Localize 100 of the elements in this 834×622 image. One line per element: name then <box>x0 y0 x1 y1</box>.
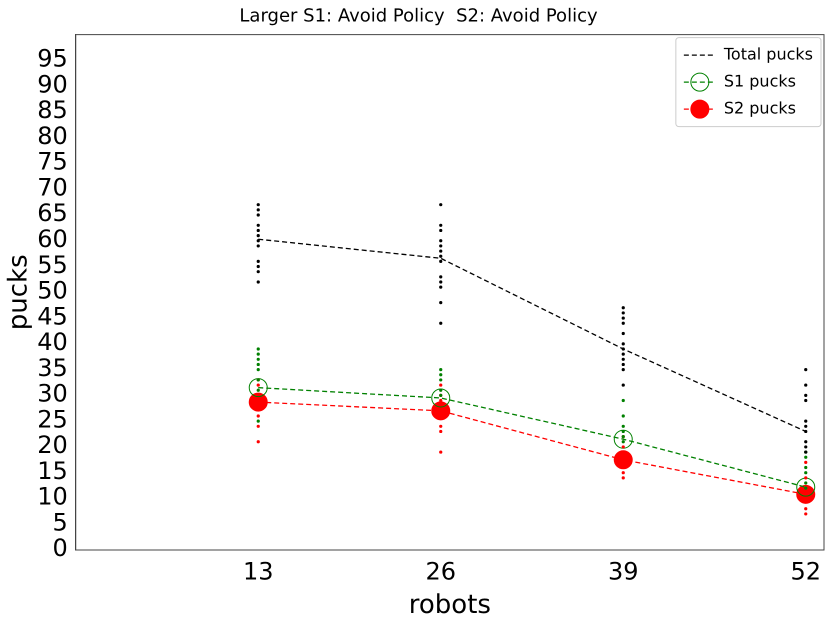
point <box>804 486 808 490</box>
point <box>614 450 633 470</box>
point <box>439 239 442 242</box>
point <box>804 430 808 434</box>
point <box>622 342 625 346</box>
point <box>622 306 625 310</box>
point <box>256 234 260 238</box>
y-tick-label: 55 <box>37 250 68 279</box>
y-tick-label: 90 <box>37 70 68 98</box>
point <box>439 275 442 278</box>
point <box>622 424 625 428</box>
point <box>439 286 442 289</box>
point <box>804 471 808 474</box>
point <box>256 362 260 366</box>
point <box>256 280 260 284</box>
point <box>256 213 260 217</box>
point <box>804 460 808 464</box>
point <box>256 270 260 274</box>
point <box>622 414 625 418</box>
legend-label: S1 pucks <box>724 71 796 90</box>
y-tick-label: 0 <box>52 534 68 562</box>
point <box>804 440 808 444</box>
point <box>622 322 625 325</box>
point <box>622 398 625 402</box>
y-tick-label: 65 <box>37 199 68 228</box>
point <box>439 244 442 248</box>
point <box>256 388 260 392</box>
point <box>622 476 625 480</box>
point <box>622 311 625 315</box>
point <box>439 430 442 434</box>
point <box>622 440 625 444</box>
point <box>439 224 442 227</box>
point <box>622 332 625 336</box>
point <box>256 352 260 356</box>
point <box>439 450 442 454</box>
y-tick-label: 40 <box>37 328 68 356</box>
point <box>804 512 808 516</box>
point <box>439 203 442 206</box>
x-tick-label: 52 <box>790 558 822 586</box>
point <box>804 481 808 485</box>
point <box>431 388 450 408</box>
point <box>614 430 633 449</box>
point <box>439 228 442 232</box>
point <box>622 362 625 366</box>
point <box>256 368 260 372</box>
y-tick-label: 10 <box>37 482 68 511</box>
point <box>804 424 808 428</box>
chart-title: Larger S1: Avoid Policy S2: Avoid Policy <box>239 5 598 26</box>
point <box>796 478 816 497</box>
y-axis-title: pucks <box>3 254 34 330</box>
point <box>256 264 260 268</box>
y-tick-label: 85 <box>37 96 68 124</box>
point <box>256 244 260 248</box>
point <box>622 352 625 356</box>
point <box>256 239 260 242</box>
y-tick-label: 35 <box>37 354 68 382</box>
point <box>256 203 260 206</box>
point <box>439 388 442 392</box>
y-tick-label: 60 <box>37 224 68 253</box>
point <box>431 401 450 420</box>
point <box>804 476 808 480</box>
y-tick-label: 75 <box>37 148 68 176</box>
point <box>256 208 260 212</box>
y-tick-label: 15 <box>37 456 68 485</box>
point <box>256 424 260 428</box>
x-tick-label: 26 <box>425 558 456 586</box>
y-tick-label: 95 <box>37 44 68 73</box>
point <box>439 378 442 382</box>
y-tick-label: 70 <box>37 173 68 202</box>
point <box>804 383 808 387</box>
legend-label: S2 pucks <box>724 98 796 118</box>
point <box>804 445 808 449</box>
point <box>256 358 260 361</box>
x-tick-label: 39 <box>608 558 639 586</box>
point <box>622 445 625 449</box>
point <box>439 301 442 304</box>
point <box>622 430 625 434</box>
point <box>804 420 808 423</box>
point <box>256 260 260 263</box>
point <box>256 440 260 444</box>
point <box>439 254 442 258</box>
x-tick-label: 13 <box>242 558 274 586</box>
point <box>804 368 808 372</box>
y-tick-label: 50 <box>37 276 68 305</box>
y-tick-label: 30 <box>37 380 68 408</box>
point <box>439 373 442 376</box>
x-axis-title: robots <box>408 590 491 620</box>
legend-label: Total pucks <box>722 44 814 64</box>
point <box>622 383 625 387</box>
point <box>439 249 442 253</box>
point <box>439 383 442 387</box>
y-tick-label: 25 <box>37 405 68 434</box>
point <box>248 378 268 398</box>
point <box>804 507 808 510</box>
point <box>439 260 442 263</box>
y-tick-label: 5 <box>52 508 68 536</box>
point <box>804 456 808 459</box>
point <box>439 368 442 372</box>
y-tick-label: 45 <box>37 302 68 330</box>
point <box>622 368 625 372</box>
